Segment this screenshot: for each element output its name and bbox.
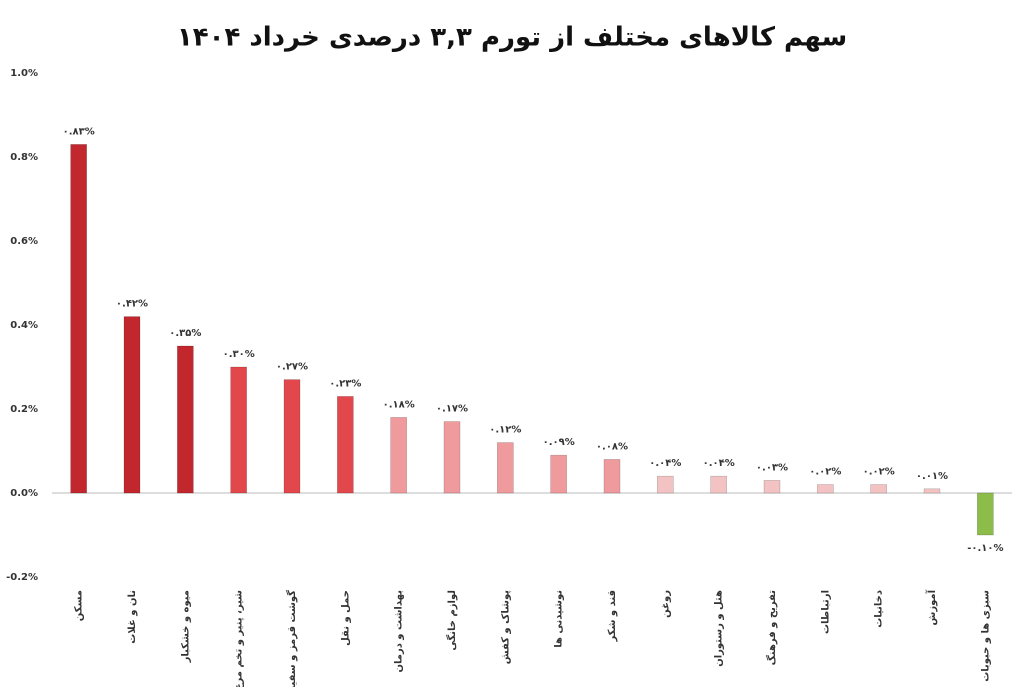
y-tick-label: 0.4% [10,320,38,331]
y-tick-label: 0.0% [10,488,38,499]
bar [283,379,301,494]
x-tick-label: سبزی ها و حبوبات [980,590,991,682]
value-label: ۰.۰۱% [916,471,948,482]
bar [923,488,941,494]
x-tick-label: میوه و خشکبار [180,590,191,663]
value-label: ۰.۴۲% [116,299,148,310]
bar [603,459,621,494]
value-label: ۰.۰۲% [809,467,841,478]
value-label: -۰.۱۰% [967,543,1003,554]
value-label: ۰.۸۳% [63,126,95,137]
bar [230,366,247,494]
y-tick-label: -0.2% [6,572,38,583]
x-tick-label: بهداشت و درمان [394,590,405,673]
value-label: ۰.۱۲% [489,425,521,436]
value-label: ۰.۳۵% [169,328,201,339]
y-tick-label: 1.0% [10,68,38,79]
value-label: ۰.۲۳% [329,378,361,389]
chart-title: سهم کالاهای مختلف از تورم ۳,۳ درصدی خردا… [177,23,847,53]
value-label: ۰.۰۴% [703,458,735,469]
x-tick-label: شیر، پنیر و تخم مرغ [234,590,245,687]
bar [763,480,781,494]
value-label: ۰.۰۴% [649,458,681,469]
x-tick-label: نان و غلات [127,590,138,644]
x-tick-label: گوشت قرمز و سفید [285,590,298,687]
y-tick-label: 0.8% [10,152,38,163]
y-tick-label: 0.6% [10,236,38,247]
x-tick-label: مسکن [74,590,85,621]
bar [497,442,514,494]
value-label: ۰.۳۰% [223,349,255,360]
value-label: ۰.۰۳% [756,462,788,473]
bar [390,417,407,494]
value-label: ۰.۱۷% [436,404,468,415]
bar [550,454,567,494]
bar [177,345,194,494]
y-tick-label: 0.2% [10,404,38,415]
bar [817,484,834,494]
value-label: ۰.۱۸% [383,399,415,410]
x-tick-label: روغن [660,590,671,618]
bar [70,144,87,494]
x-tick-label: هتل و رستوران [714,590,725,667]
bar [657,475,674,494]
x-tick-label: آموزش [925,589,938,625]
value-label: ۰.۰۲% [863,467,895,478]
value-label: ۰.۰۸% [596,441,628,452]
bar [337,396,354,494]
x-tick-label: پوشاک و کفش [500,590,511,664]
value-label: ۰.۰۹% [543,437,575,448]
x-tick-label: تفریح و فرهنگ [766,590,778,666]
x-tick-label: نوشیدنی ها [554,590,565,648]
bar [710,475,727,494]
x-tick-label: حمل و نقل [340,590,351,646]
bar [870,484,887,494]
x-tick-label: دخانیات [874,590,885,628]
x-tick-label: لوازم خانگی [445,590,458,651]
x-tick-label: ارتباطات [820,590,831,634]
bar [123,316,141,494]
value-label: ۰.۲۷% [276,362,308,373]
bar [977,492,994,536]
x-tick-label: قند و شکر [607,590,618,642]
bar [443,421,461,494]
